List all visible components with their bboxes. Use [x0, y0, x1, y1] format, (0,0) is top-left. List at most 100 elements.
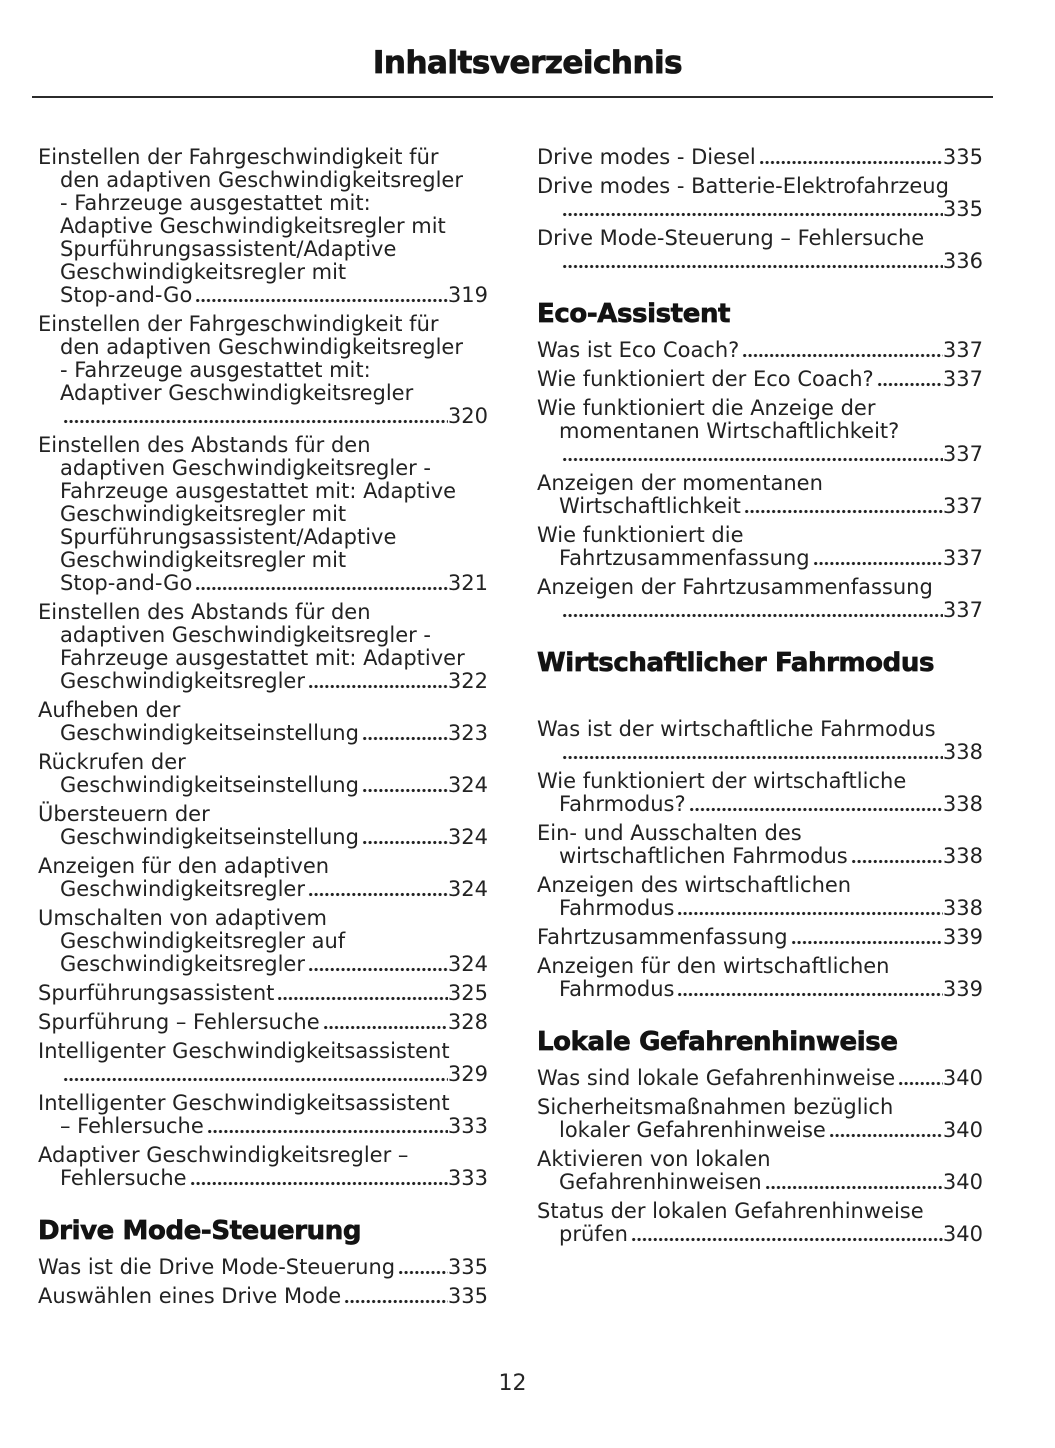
- toc-line: Anzeigen des wirtschaftlichen: [537, 873, 852, 897]
- toc-line: Auswählen eines Drive Mode 335: [38, 1285, 488, 1308]
- toc-left-column: Einstellen der Fahrgeschwindigkeit für de…: [38, 146, 488, 1314]
- title-divider-rule: [32, 96, 993, 98]
- toc-entry: Was ist Eco Coach? 337: [537, 339, 983, 362]
- toc-line: – Fehlersuche 333: [60, 1115, 488, 1138]
- toc-line: 335: [559, 198, 983, 221]
- toc-entry: Wie funktioniert der wirtschaftliche Fahr…: [537, 770, 983, 816]
- page-ref: 337: [942, 598, 983, 622]
- dot-leader: [562, 198, 943, 221]
- page-ref: 340: [942, 1170, 983, 1194]
- section-heading: Eco-Assistent: [537, 299, 731, 330]
- dot-leader: [344, 1285, 448, 1308]
- toc-entry: Wie funktioniert die Fahrtzusammenfassung…: [537, 524, 983, 570]
- dot-leader: [322, 1011, 448, 1034]
- page-ref: 340: [942, 1066, 983, 1090]
- dot-leader: [812, 547, 943, 570]
- toc-line: Spurführungsassistent/Adaptive: [60, 237, 397, 261]
- entry-text: Spurführungsassistent: [38, 981, 275, 1005]
- toc-line: lokaler Gefahrenhinweise 340: [559, 1119, 983, 1142]
- toc-line: wirtschaftlichen Fahrmodus 338: [559, 845, 983, 868]
- page-ref: 337: [942, 442, 983, 466]
- entry-text: Spurführung – Fehlersuche: [38, 1010, 320, 1034]
- dot-leader: [307, 878, 448, 901]
- dot-leader: [63, 1063, 448, 1086]
- page-ref: 323: [447, 721, 488, 745]
- page-ref: 333: [447, 1114, 488, 1138]
- page-ref: 328: [447, 1010, 488, 1034]
- toc-entry: Umschalten von adaptivem Geschwindigkeits…: [38, 907, 488, 976]
- toc-entry: Was ist der wirtschaftliche Fahrmodus 338: [537, 718, 983, 764]
- toc-entry: Übersteuern der Geschwindigkeitseinstellu…: [38, 803, 488, 849]
- toc-line: - Fahrzeuge ausgestattet mit:: [60, 191, 371, 215]
- toc-entry: Rückrufen der Geschwindigkeitseinstellung…: [38, 751, 488, 797]
- toc-line: Adaptiver Geschwindigkeitsregler –: [38, 1143, 409, 1167]
- toc-line: - Fahrzeuge ausgestattet mit:: [60, 358, 371, 382]
- toc-line: Adaptiver Geschwindigkeitsregler: [60, 381, 414, 405]
- toc-line: Einstellen der Fahrgeschwindigkeit für: [38, 312, 439, 336]
- toc-line: 329: [60, 1063, 488, 1086]
- toc-line: Sicherheitsmaßnahmen bezüglich: [537, 1095, 894, 1119]
- toc-line: Geschwindigkeitseinstellung 324: [60, 826, 488, 849]
- page-ref: 325: [447, 981, 488, 1005]
- toc-line: den adaptiven Geschwindigkeitsregler: [60, 335, 463, 359]
- dot-leader: [677, 978, 943, 1001]
- toc-line: Intelligenter Geschwindigkeitsassistent: [38, 1091, 450, 1115]
- toc-entry: Status der lokalen Gefahrenhinweise prüfe…: [537, 1200, 983, 1246]
- toc-line: Fahrzeuge ausgestattet mit: Adaptiver: [60, 646, 465, 670]
- page-ref: 338: [942, 896, 983, 920]
- entry-text: Drive modes - Diesel: [537, 145, 756, 169]
- toc-line: Geschwindigkeitsregler 324: [60, 953, 488, 976]
- dot-leader: [562, 741, 943, 764]
- dot-leader: [876, 368, 943, 391]
- toc-line: Aktivieren von lokalen: [537, 1147, 771, 1171]
- toc-entry: Spurführungsassistent 325: [38, 982, 488, 1005]
- toc-entry: Was ist die Drive Mode-Steuerung 335: [38, 1256, 488, 1279]
- toc-line: Drive modes - Diesel 335: [537, 146, 983, 169]
- page-ref: 338: [942, 792, 983, 816]
- section-heading: Drive Mode-Steuerung: [38, 1216, 362, 1247]
- toc-entry: Drive modes - Batterie-Elektrofahrzeug 33…: [537, 175, 983, 221]
- toc-entry: Ein- und Ausschalten des wirtschaftlichen…: [537, 822, 983, 868]
- dot-leader: [562, 250, 943, 273]
- toc-line: Einstellen der Fahrgeschwindigkeit für: [38, 145, 439, 169]
- dot-leader: [790, 926, 943, 949]
- section-heading: Lokale Gefahrenhinweise: [537, 1027, 899, 1058]
- toc-line: Anzeigen für den wirtschaftlichen: [537, 954, 890, 978]
- toc-line: Wie funktioniert die Anzeige der: [537, 396, 876, 420]
- dot-leader: [764, 1171, 943, 1194]
- toc-line: Fahrmodus 339: [559, 978, 983, 1001]
- toc-line: Was ist Eco Coach? 337: [537, 339, 983, 362]
- toc-entry: Was sind lokale Gefahrenhinweise 340: [537, 1067, 983, 1090]
- dot-leader: [361, 722, 448, 745]
- toc-line: 337: [559, 599, 983, 622]
- toc-line: Geschwindigkeitsregler 322: [60, 670, 488, 693]
- entry-text: Geschwindigkeitsregler: [60, 669, 305, 693]
- dot-leader: [562, 599, 943, 622]
- page-ref: 335: [447, 1284, 488, 1308]
- toc-entry: Anzeigen der Fahrtzusammenfassung 337: [537, 576, 983, 622]
- dot-leader: [630, 1223, 943, 1246]
- toc-line: Was ist die Drive Mode-Steuerung 335: [38, 1256, 488, 1279]
- page-ref: 335: [447, 1255, 488, 1279]
- toc-entry: Einstellen der Fahrgeschwindigkeit für de…: [38, 146, 488, 307]
- dot-leader: [688, 793, 943, 816]
- toc-right-column: Drive modes - Diesel 335 Drive modes - Bat…: [537, 146, 983, 1252]
- toc-entry: Aufheben der Geschwindigkeitseinstellung 3…: [38, 699, 488, 745]
- entry-text: Fahrmodus?: [559, 792, 686, 816]
- entry-text: Geschwindigkeitseinstellung: [60, 773, 359, 797]
- toc-line: Geschwindigkeitsregler 324: [60, 878, 488, 901]
- toc-entry: Wie funktioniert der Eco Coach? 337: [537, 368, 983, 391]
- dot-leader: [361, 774, 448, 797]
- dot-leader: [743, 495, 943, 518]
- toc-line: Geschwindigkeitseinstellung 324: [60, 774, 488, 797]
- entry-text: Fahrtzusammenfassung: [559, 546, 810, 570]
- toc-line: Aufheben der: [38, 698, 181, 722]
- toc-entry: Anzeigen für den wirtschaftlichen Fahrmod…: [537, 955, 983, 1001]
- toc-line: Fahrtzusammenfassung 339: [537, 926, 983, 949]
- toc-line: Intelligenter Geschwindigkeitsassistent: [38, 1039, 450, 1063]
- dot-leader: [195, 284, 448, 307]
- page-ref: 324: [447, 825, 488, 849]
- toc-line: Status der lokalen Gefahrenhinweise: [537, 1199, 924, 1223]
- toc-line: Fehlersuche 333: [60, 1167, 488, 1190]
